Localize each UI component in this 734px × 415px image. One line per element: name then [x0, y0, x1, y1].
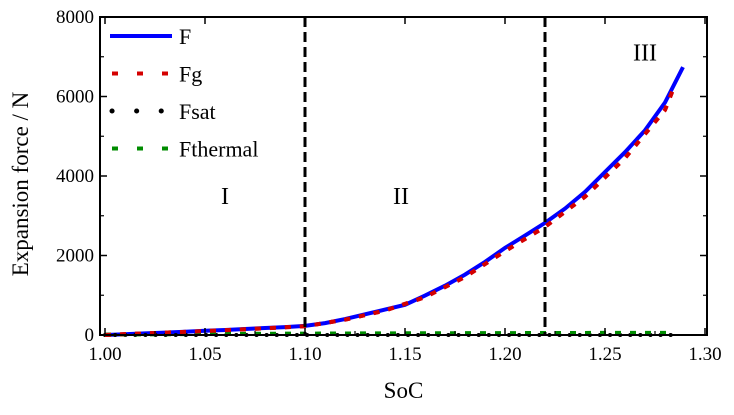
legend-fsat-label: Fsat: [179, 99, 216, 124]
y-tick-label: 4000: [56, 166, 94, 187]
x-tick-label: 1.30: [688, 344, 721, 365]
y-tick-label: 2000: [56, 246, 94, 267]
region-label: II: [393, 184, 409, 210]
y-axis-label: Expansion force / N: [8, 91, 33, 276]
y-tick-label: 6000: [56, 87, 94, 108]
y-tick-label: 8000: [56, 7, 94, 28]
x-axis-label: SoC: [384, 378, 424, 403]
legend-fg-label: Fg: [179, 62, 202, 87]
x-tick-label: 1.00: [88, 344, 121, 365]
x-tick-label: 1.25: [588, 344, 621, 365]
region-label: I: [221, 184, 229, 210]
x-tick-label: 1.05: [188, 344, 221, 365]
legend-f-label: F: [179, 24, 191, 49]
y-tick-label: 0: [85, 325, 95, 346]
region-label: III: [633, 41, 657, 67]
x-tick-label: 1.20: [488, 344, 521, 365]
series-fg-overlay: [104, 83, 677, 337]
x-tick-label: 1.10: [288, 344, 321, 365]
x-tick-label: 1.15: [388, 344, 421, 365]
series-f-line: [104, 66, 685, 337]
legend-fthermal-label: Fthermal: [179, 137, 258, 162]
